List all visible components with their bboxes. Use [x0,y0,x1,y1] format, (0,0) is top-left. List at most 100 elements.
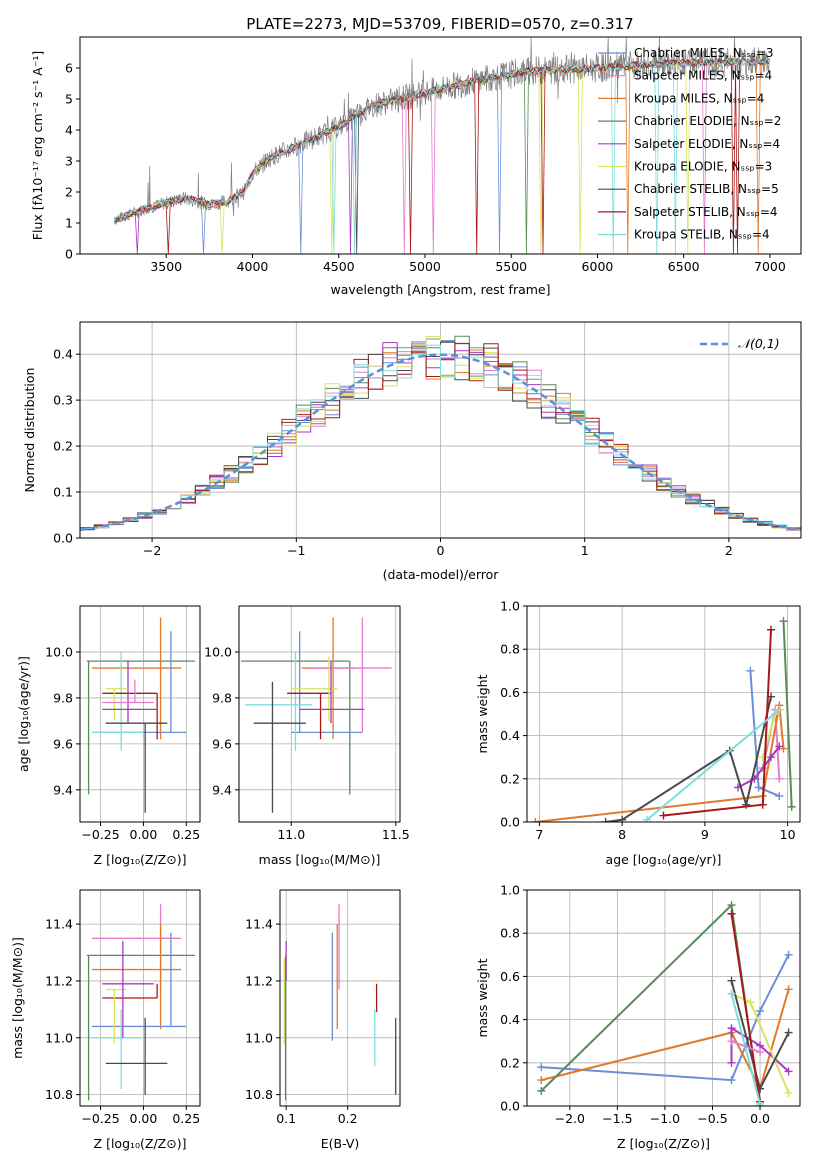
x-tick-label: 7000 [754,259,786,274]
weight-point-marker [727,909,736,918]
legend-entry: Kroupa STELIB, Nₛₛₚ=4 [634,228,770,242]
plot-area [239,606,400,822]
x-tick-label: 0.00 [130,827,158,842]
weight-series-line [646,708,780,821]
y-tick-label: 9.4 [212,782,232,797]
y-tick-label: 11.0 [245,1030,273,1045]
weight-point-marker [601,818,610,822]
x-tick-label: 6500 [668,259,700,274]
weight-point-marker [537,1076,546,1085]
x-tick-label: 2 [725,543,733,558]
weight-series-line [737,745,781,789]
x-axis-label: E(B-V) [321,1136,360,1151]
x-tick-label: 0 [437,543,445,558]
x-tick-label: −0.5 [697,1111,727,1126]
plot-area [527,606,800,822]
y-tick-label: 0.2 [500,1055,520,1070]
x-tick-label: −2.0 [555,1111,585,1126]
weight-point-marker [784,1028,793,1037]
y-tick-label: 0.8 [500,642,520,657]
legend-entry: Kroupa ELODIE, Nₛₛₚ=3 [634,160,772,174]
mass-weight-vs-metallicity-panel: −2.0 −1.5 −1.0 −0.5 0.0 0.0 0.2 0.4 0.6 0.8 1.0 Z [… [475,883,801,1151]
weight-point-marker [531,818,540,822]
y-tick-label: 0.2 [500,771,520,786]
y-tick-label: 0.0 [500,815,520,830]
weight-point-marker [727,976,736,985]
normal-distribution-curve [80,353,801,532]
x-axis-label: (data-model)/error [383,567,500,582]
weight-point-marker [767,753,776,762]
x-tick-label: 0.1 [276,1111,296,1126]
plot-content [114,37,770,254]
x-tick-label: 6000 [582,259,614,274]
plot-area [280,890,400,1106]
weight-point-marker [727,1024,736,1033]
weight-point-marker [754,783,763,792]
plot-content [241,617,392,813]
legend-entry: Chabrier STELIB, Nₛₛₚ=5 [634,182,779,196]
y-tick-label: 0.2 [53,439,73,454]
x-axis-label: Z [log₁₀(Z/Z⊙)] [617,1136,710,1151]
y-tick-label: 0 [65,247,73,262]
axes-frame [79,889,201,1107]
weight-point-marker [659,811,668,820]
weight-point-marker [784,950,793,959]
weight-point-marker [775,774,784,783]
weight-point-marker [784,1067,793,1076]
weight-series-line [535,705,785,822]
x-tick-label: 11.5 [382,827,410,842]
age-vs-mass-panel: 11.0 11.5 9.4 9.6 9.8 10.0 mass [log₁₀(M/M⊙)] [204,605,410,867]
weight-point-marker [787,802,796,811]
x-tick-label: 0.0 [750,1111,770,1126]
y-tick-label: 5 [65,92,73,107]
weight-point-marker [727,1076,736,1085]
x-tick-label: 9 [701,827,709,842]
legend-entry: Chabrier MILES, Nₛₛₚ=3 [634,46,774,60]
y-tick-label: 1.0 [500,599,520,614]
y-tick-label: 11.0 [45,1030,73,1045]
observed-spectrum [114,37,770,225]
x-tick-label: 0.2 [338,1111,358,1126]
y-tick-label: 9.6 [212,736,232,751]
weight-series-line [731,1040,761,1053]
x-axis-label: mass [log₁₀(M/M⊙)] [259,852,381,867]
y-tick-label: 9.6 [53,736,73,751]
mass-weight-vs-age-panel: 7 8 9 10 0.0 0.2 0.4 0.6 0.8 1.0 age [log₁₀(age/yr… [475,599,801,867]
x-tick-label: 0.25 [172,1111,200,1126]
y-tick-label: 0.6 [500,969,520,984]
x-tick-label: 5500 [495,259,527,274]
y-tick-label: 3 [65,154,73,169]
weight-point-marker [775,742,784,751]
age-vs-metallicity-panel: −0.25 0.00 0.25 9.4 9.6 9.8 10.0 Z [log₁₀(Z/Z⊙)… [16,605,201,867]
y-tick-label: 4 [65,123,73,138]
model-spectrum-line [114,57,769,254]
x-tick-label: −0.25 [81,827,119,842]
y-axis-label: mass [log₁₀(M/M⊙)] [10,937,25,1059]
y-tick-label: 1 [65,216,73,231]
weight-point-marker [775,792,784,801]
axes-frame [79,605,201,823]
axes-frame [279,889,401,1107]
weight-point-marker [618,815,627,822]
x-tick-label: 4500 [323,259,355,274]
y-tick-label: 1.0 [500,883,520,898]
y-axis-label: mass weight [475,958,490,1037]
weight-series-line [730,913,761,1102]
weight-point-marker [756,1099,765,1106]
y-tick-label: 11.4 [245,917,273,932]
y-axis-label: Normed distribution [22,368,37,493]
x-axis-label: Z [log₁₀(Z/Z⊙)] [94,1136,187,1151]
x-tick-label: 0.25 [172,827,200,842]
y-tick-label: 10.8 [45,1087,73,1102]
x-tick-label: 8 [618,827,626,842]
residual-histogram-step [80,344,801,530]
axes-frame [526,605,801,823]
y-tick-label: 0.0 [500,1099,520,1114]
axes-frame [238,605,401,823]
weight-point-marker [779,744,788,753]
plot-area [80,606,200,822]
y-tick-label: 10.0 [204,644,232,659]
weight-point-marker [537,1063,546,1072]
weight-point-marker [727,901,736,910]
